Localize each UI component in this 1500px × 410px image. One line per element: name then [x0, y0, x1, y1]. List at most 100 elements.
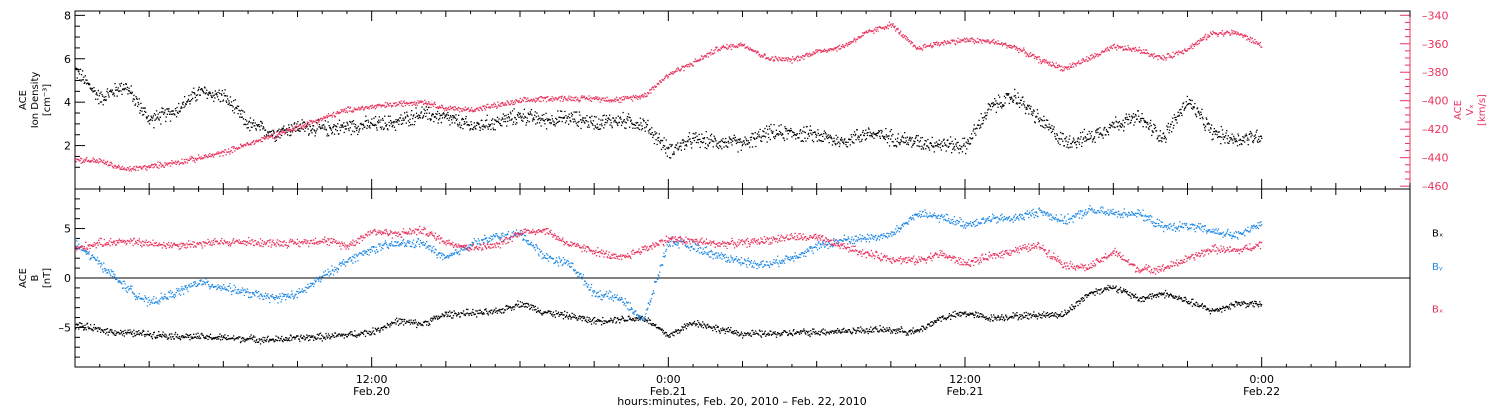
- data-point: [879, 26, 881, 28]
- data-point: [270, 130, 273, 132]
- data-point: [845, 141, 848, 143]
- data-point: [386, 322, 388, 325]
- data-point: [1222, 133, 1224, 135]
- data-point: [839, 143, 841, 145]
- data-point: [121, 165, 124, 168]
- data-point: [763, 131, 765, 133]
- data-point: [937, 42, 939, 45]
- data-point: [417, 321, 420, 324]
- data-point: [1141, 113, 1143, 115]
- data-point: [96, 327, 98, 330]
- data-point: [585, 97, 587, 100]
- data-point: [88, 83, 90, 85]
- data-point: [803, 126, 805, 128]
- data-point: [139, 165, 141, 168]
- data-point: [349, 120, 351, 123]
- data-point: [1011, 100, 1014, 102]
- data-point: [1012, 101, 1014, 103]
- data-point: [1177, 115, 1179, 117]
- data-point: [1011, 98, 1013, 100]
- data-point: [1101, 50, 1104, 52]
- data-point: [185, 103, 187, 105]
- data-point: [156, 335, 158, 337]
- data-point: [320, 117, 322, 119]
- data-point: [272, 129, 274, 131]
- data-point: [1112, 123, 1115, 125]
- data-point: [122, 168, 124, 171]
- data-point: [947, 146, 949, 148]
- data-point: [1099, 127, 1101, 129]
- data-point: [113, 93, 115, 95]
- data-point: [104, 98, 106, 101]
- data-point: [925, 46, 927, 49]
- data-point: [1002, 43, 1004, 46]
- data-point: [1161, 140, 1163, 143]
- data-point: [233, 339, 235, 341]
- data-point: [695, 132, 697, 134]
- data-point: [415, 112, 418, 114]
- data-point: [481, 125, 483, 127]
- data-point: [313, 337, 315, 339]
- data-point: [1191, 107, 1193, 109]
- data-point: [907, 144, 910, 146]
- data-point: [1251, 37, 1253, 39]
- data-point: [158, 331, 160, 333]
- data-point: [980, 126, 982, 128]
- data-point: [241, 116, 243, 118]
- data-point: [452, 107, 454, 109]
- data-point: [154, 114, 157, 116]
- data-point: [319, 332, 322, 334]
- data-point: [1172, 51, 1174, 53]
- data-point: [1115, 116, 1117, 118]
- data-point: [299, 340, 301, 342]
- data-point: [978, 42, 980, 44]
- data-point: [1053, 126, 1055, 128]
- data-point: [789, 130, 791, 133]
- data-point: [1214, 32, 1216, 34]
- data-point: [196, 335, 199, 338]
- data-point: [1001, 45, 1004, 47]
- data-point: [315, 132, 317, 134]
- data-point: [866, 31, 869, 34]
- data-point: [214, 90, 216, 92]
- data-point: [604, 124, 606, 126]
- data-point: [390, 120, 392, 122]
- data-point: [1105, 134, 1107, 136]
- data-point: [521, 116, 523, 118]
- data-point: [537, 119, 539, 121]
- data-point: [575, 122, 577, 124]
- data-point: [401, 102, 403, 104]
- data-point: [313, 120, 315, 122]
- data-point: [343, 108, 345, 110]
- data-point: [1062, 140, 1064, 142]
- data-point: [743, 140, 745, 142]
- data-point: [431, 113, 433, 116]
- data-point: [133, 169, 135, 171]
- data-point: [475, 108, 477, 110]
- data-point: [228, 151, 230, 153]
- data-point: [560, 97, 563, 99]
- data-point: [208, 91, 210, 94]
- data-point: [1212, 138, 1214, 140]
- data-point: [111, 331, 114, 333]
- data-point: [582, 119, 584, 122]
- data-point: [754, 138, 756, 140]
- data-point: [135, 95, 137, 98]
- data-point: [639, 98, 641, 100]
- data-point: [328, 335, 330, 337]
- data-point: [221, 94, 223, 96]
- data-point: [105, 163, 107, 166]
- data-point: [664, 145, 666, 147]
- data-point: [1185, 101, 1187, 103]
- data-point: [841, 139, 843, 141]
- data-point: [1103, 51, 1105, 53]
- data-point: [632, 127, 634, 129]
- data-point: [600, 119, 602, 121]
- data-point: [1099, 132, 1102, 134]
- data-point: [1083, 59, 1085, 61]
- data-point: [564, 95, 566, 98]
- data-point: [1050, 131, 1053, 134]
- data-point: [887, 137, 890, 140]
- data-point: [151, 116, 153, 119]
- data-point: [1074, 63, 1077, 65]
